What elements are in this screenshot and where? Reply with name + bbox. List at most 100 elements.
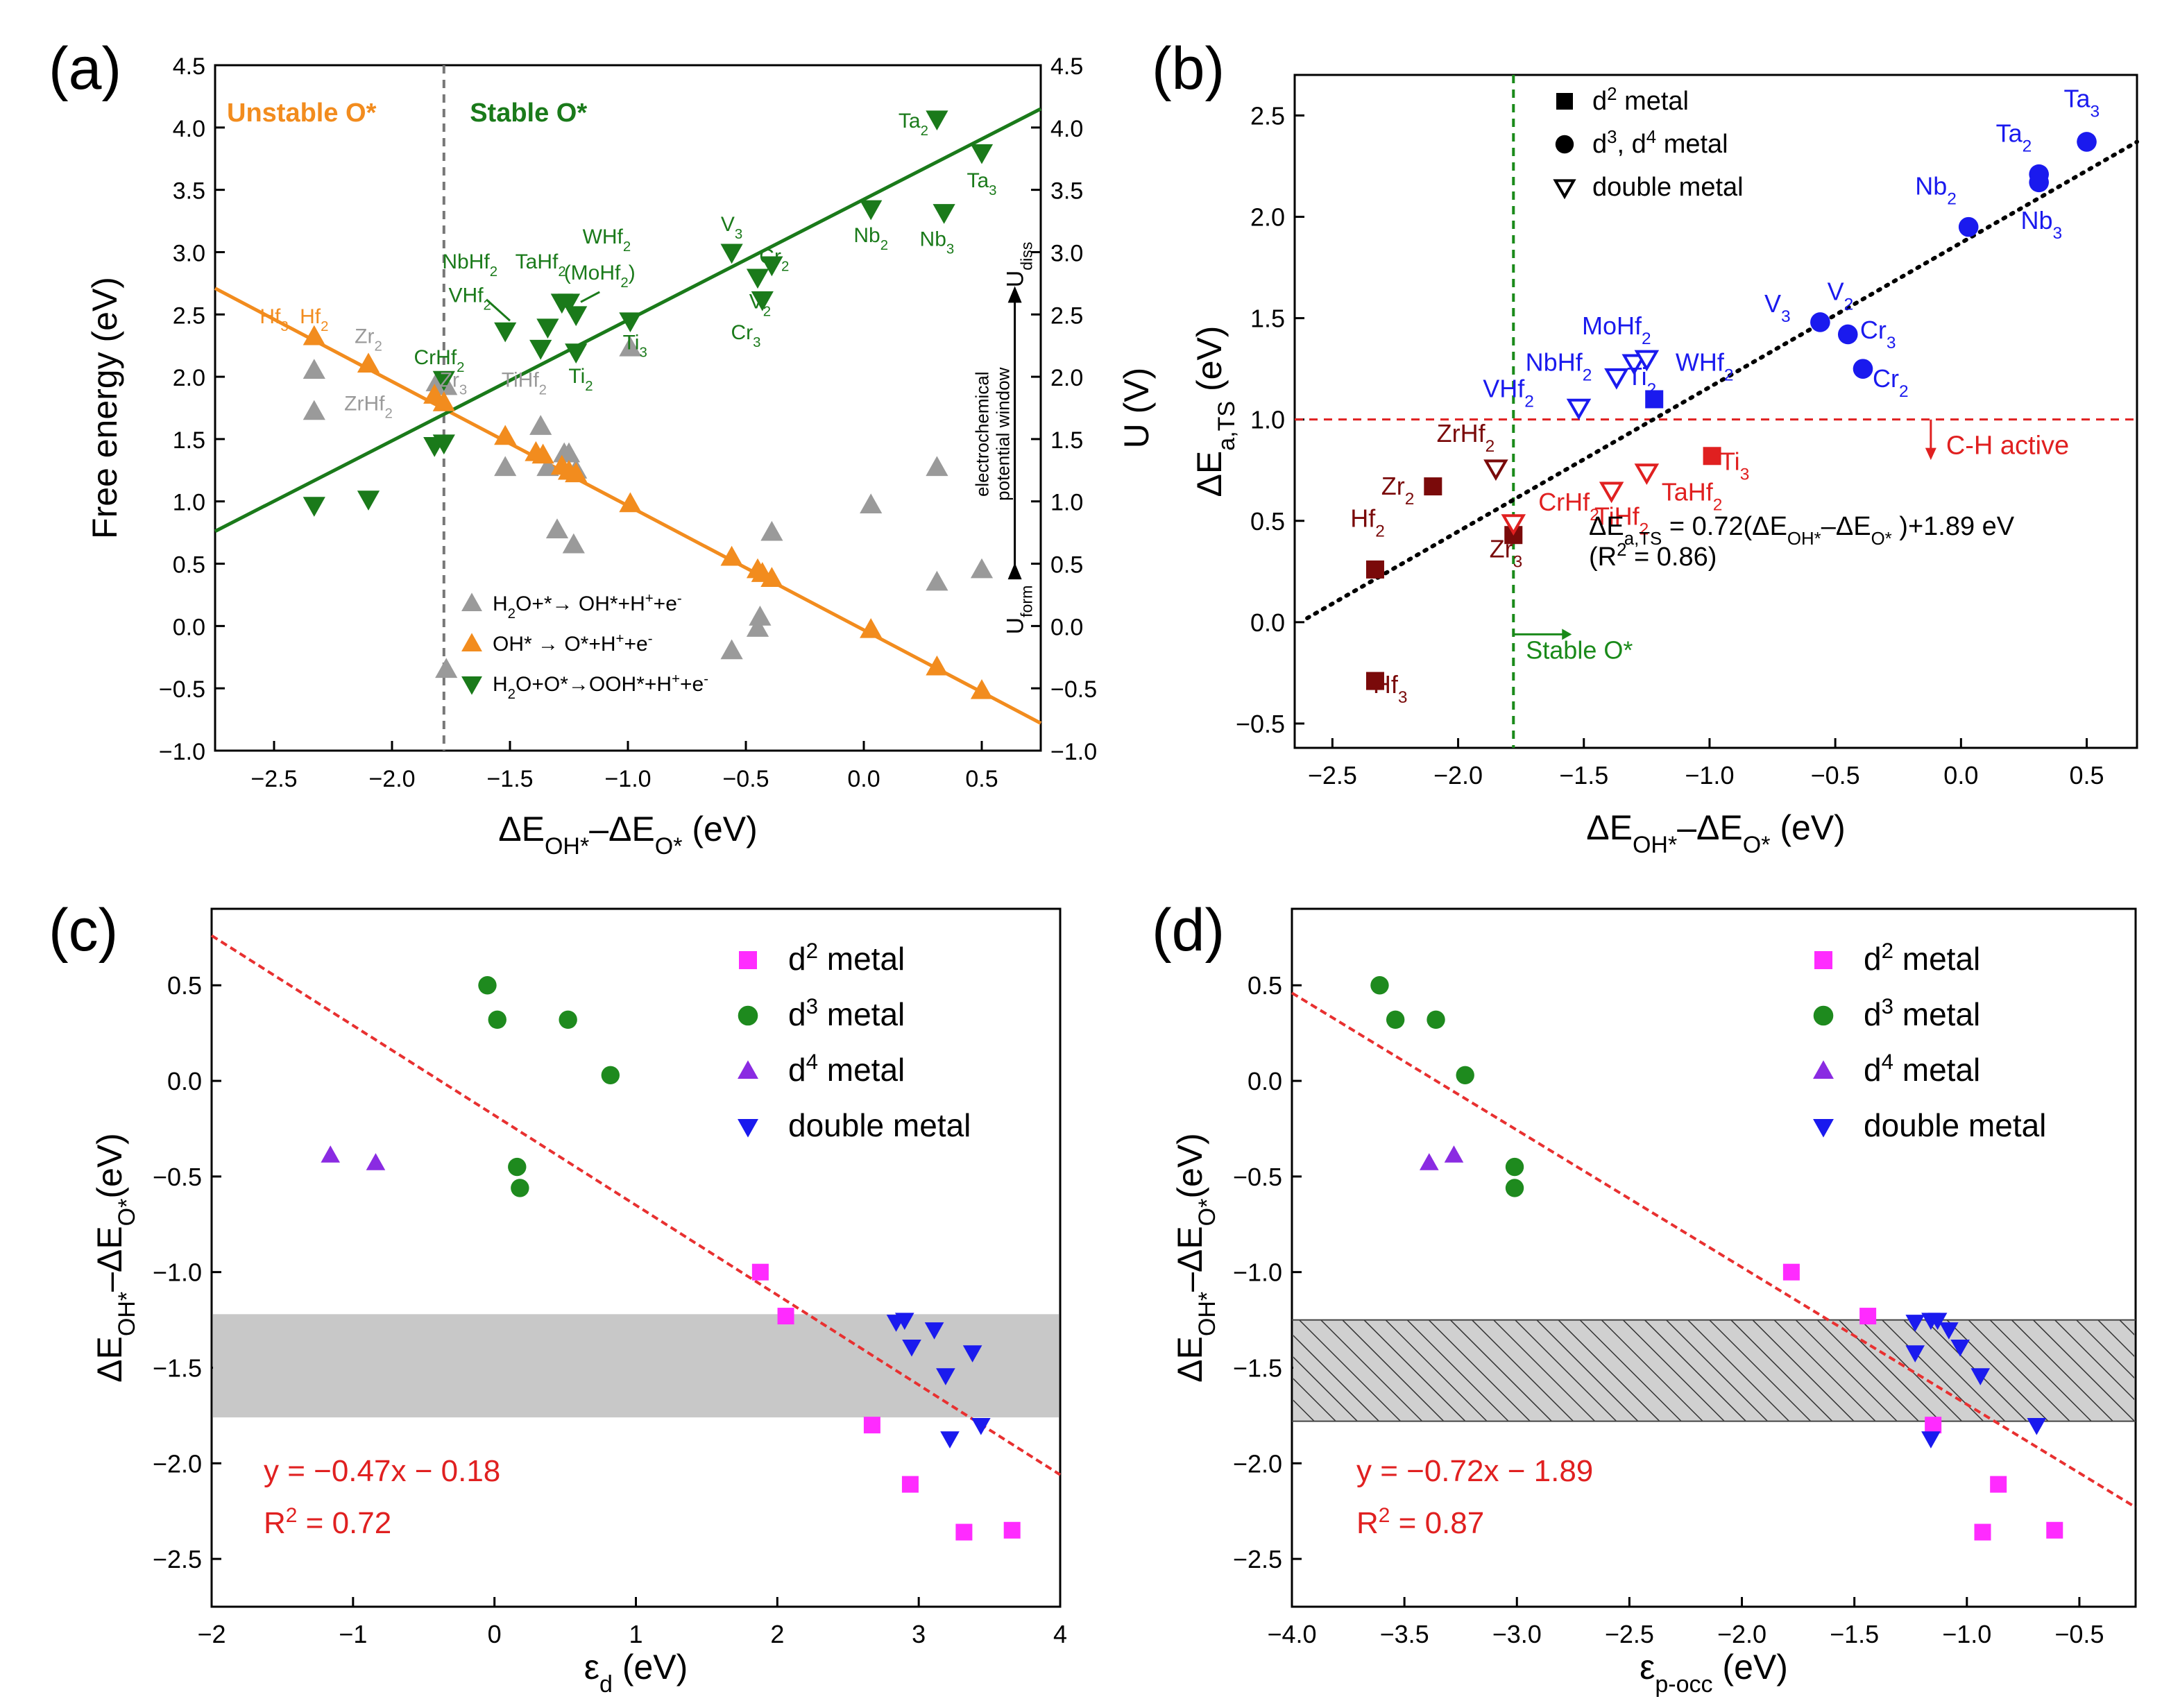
data-point-a-2-19 xyxy=(933,204,955,224)
x-tick-label: 4 xyxy=(1053,1620,1067,1648)
data-point-a-2-0 xyxy=(303,497,325,517)
point-label-text: NbHf xyxy=(1526,348,1583,377)
legend-marker xyxy=(1555,135,1574,154)
point-label-sub: 3 xyxy=(946,241,954,257)
legend-entry-part: d xyxy=(788,941,806,977)
legend-entry-part: d xyxy=(1864,1052,1882,1088)
arrow-head-up-icon xyxy=(1007,563,1022,580)
legend-marker xyxy=(739,951,757,969)
legend-entry-part: metal xyxy=(1893,996,1980,1032)
data-point-a-2-6 xyxy=(529,339,552,360)
data-point-b-6-0 xyxy=(1483,459,1508,481)
panel-c: (c) −2 −1 0 1 2 3 4 −2.5 −2.0 −1.5 −1.0 −0.5 0.0 0.5 y … xyxy=(49,897,1067,1698)
point-label: Ta2 xyxy=(1996,119,2032,155)
data-point-b-3-6 xyxy=(2077,132,2097,152)
legend-entry-part: d xyxy=(788,996,806,1032)
x-axis-label-part: O* xyxy=(1743,832,1771,858)
point-label-sub: 2 xyxy=(1647,380,1657,399)
data-point-b-3-1 xyxy=(1837,324,1858,345)
data-point-a-1-9 xyxy=(565,462,588,483)
data-point-d-1-0 xyxy=(1370,976,1389,995)
point-label: Zr2 xyxy=(1381,472,1415,509)
legend-entry-part: metal xyxy=(1893,941,1980,977)
point-label-text: Ta xyxy=(1996,119,2023,147)
data-point-d-1-2 xyxy=(1427,1010,1445,1030)
point-label-sub: 2 xyxy=(620,275,628,291)
data-point-a-0-4 xyxy=(435,658,458,678)
data-point-d-0-4 xyxy=(1974,1523,1991,1541)
data-point-c-3-2 xyxy=(902,1339,921,1357)
point-label-sub: 2 xyxy=(558,264,565,280)
y-tick-label-right: 0.0 xyxy=(1050,614,1083,640)
point-label-text: (MoHf xyxy=(564,262,621,284)
point-label-text: Zr xyxy=(1490,534,1513,563)
point-label-sub: 3 xyxy=(459,382,467,398)
data-point-c-0-2 xyxy=(863,1417,880,1434)
data-point-a-0-10 xyxy=(557,442,581,463)
data-point-a-1-0 xyxy=(303,325,325,345)
fit-equation-part: –ΔE xyxy=(1821,512,1871,541)
point-label-tail: ) xyxy=(629,262,636,284)
x-tick-label: −1 xyxy=(339,1620,367,1648)
data-point-c-1-5 xyxy=(511,1179,529,1197)
point-label-sub: 2 xyxy=(2023,137,2032,155)
point-label-text: Ti xyxy=(1720,447,1740,476)
point-label-text: VHf xyxy=(1483,375,1525,403)
data-point-a-0-0 xyxy=(303,359,325,379)
fit-r2-part: (R xyxy=(1589,543,1617,572)
data-point-a-2-5 xyxy=(494,322,517,343)
y-axis-label-part: ΔE xyxy=(1170,1336,1209,1383)
point-label-sub: 3 xyxy=(1398,688,1408,707)
point-label-text: VHf xyxy=(449,284,484,307)
legend-entry-part: - xyxy=(648,631,653,647)
legend-entry-part: double metal xyxy=(1592,173,1744,202)
data-point-a-2-18 xyxy=(926,110,948,131)
y-axis-label-part: ΔE xyxy=(90,1336,129,1383)
data-point-a-2-12 xyxy=(619,312,642,333)
legend-entry: d2 metal xyxy=(1592,85,1689,116)
legend-entry-part: double metal xyxy=(1864,1107,2046,1143)
point-label-sub: 2 xyxy=(1640,520,1649,538)
y-tick-label-right: 4.5 xyxy=(1050,53,1083,80)
y-tick-label-right: 2.5 xyxy=(1050,302,1083,329)
fit-r2: (R2 = 0.86) xyxy=(1589,540,1717,572)
point-label-text: Cr xyxy=(1860,316,1887,344)
legend-entry-part: +e xyxy=(680,673,704,696)
point-label: V3 xyxy=(721,213,742,242)
data-point-a-0-18 xyxy=(860,493,883,514)
plot-frame xyxy=(1293,74,2138,749)
data-point-d-0-1 xyxy=(1859,1308,1877,1325)
point-label-text: Ta xyxy=(967,169,989,192)
panel-label-c: (c) xyxy=(49,897,118,964)
data-point-a-1-6 xyxy=(531,443,554,464)
point-label-sub: 2 xyxy=(1524,392,1534,411)
point-label: Hf3 xyxy=(1373,670,1408,707)
point-label-text: MoHf xyxy=(1582,311,1642,340)
y-tick-label: 2.0 xyxy=(173,365,205,391)
x-tick-label: 0.0 xyxy=(847,766,880,792)
fit-equation: y = −0.47x − 0.18 xyxy=(264,1454,500,1488)
y-tick-label: 3.5 xyxy=(173,178,205,205)
y-tick-label: 0.5 xyxy=(1248,971,1282,1000)
legend-entry-part: 2 xyxy=(1882,939,1893,963)
point-label: CrHf2 xyxy=(1538,488,1599,524)
point-label-sub: 2 xyxy=(623,239,631,255)
point-label-sub: 2 xyxy=(1724,366,1734,384)
point-label-sub: 2 xyxy=(384,407,392,422)
data-point-d-3-3 xyxy=(1939,1322,1959,1340)
legend-entry-part: 4 xyxy=(806,1050,818,1074)
legend-entry-part: 4 xyxy=(1646,128,1656,147)
x-tick-label: 0.5 xyxy=(2069,761,2104,789)
data-point-b-4-2 xyxy=(1621,354,1646,376)
legend-marker xyxy=(461,592,482,612)
x-tick-label: −2.5 xyxy=(1308,761,1357,789)
point-label-sub: 2 xyxy=(1405,489,1415,508)
y-tick-label: −2.5 xyxy=(153,1545,202,1573)
x-tick-label: −0.5 xyxy=(1811,761,1860,789)
point-label-text: Nb xyxy=(1915,171,1947,200)
x-tick-label: 3 xyxy=(912,1620,926,1648)
y-axis-label-part: (eV) xyxy=(1170,1133,1209,1198)
plot-frame xyxy=(1291,907,2137,1608)
legend-entry-part: 2 xyxy=(508,687,516,702)
point-label-sub: 3 xyxy=(2090,102,2100,121)
